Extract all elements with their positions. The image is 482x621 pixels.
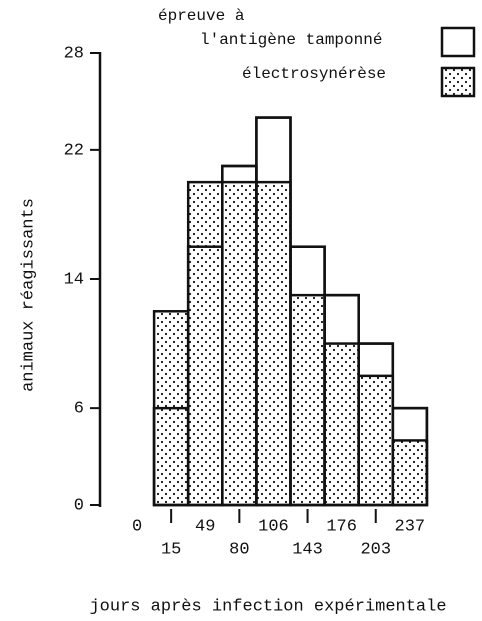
x-tick-label: 203 (360, 540, 391, 559)
y-tick-label: 6 (74, 400, 84, 419)
legend-label: électrosynérèse (242, 65, 387, 83)
y-axis-label: animaux réagissants (19, 198, 38, 392)
bar (323, 342, 360, 507)
y-tick-label: 0 (74, 496, 84, 515)
bar (391, 439, 429, 507)
x-tick-label: 143 (292, 540, 323, 559)
legend-swatch (440, 66, 476, 98)
legend-swatch (440, 26, 476, 58)
y-tick-label: 14 (64, 270, 84, 289)
bar (357, 374, 395, 507)
bar (289, 293, 326, 507)
x-tick-label: 106 (258, 517, 289, 536)
x-tick-label: 80 (229, 540, 249, 559)
y-tick-label: 28 (64, 44, 84, 63)
x-tick-label: 49 (195, 517, 215, 536)
x-tick-label: 0 (132, 517, 142, 536)
bar-outline (391, 406, 429, 507)
x-tick-label: 15 (161, 540, 181, 559)
x-tick-label: 237 (395, 517, 426, 536)
x-axis-label: jours après infection expérimentale (89, 597, 446, 616)
bar (186, 180, 224, 507)
bar (255, 180, 292, 507)
y-tick-label: 22 (64, 141, 84, 160)
legend-label: épreuve à l'antigène tamponné (158, 7, 383, 49)
x-tick-label: 176 (326, 517, 357, 536)
bar (221, 180, 258, 507)
